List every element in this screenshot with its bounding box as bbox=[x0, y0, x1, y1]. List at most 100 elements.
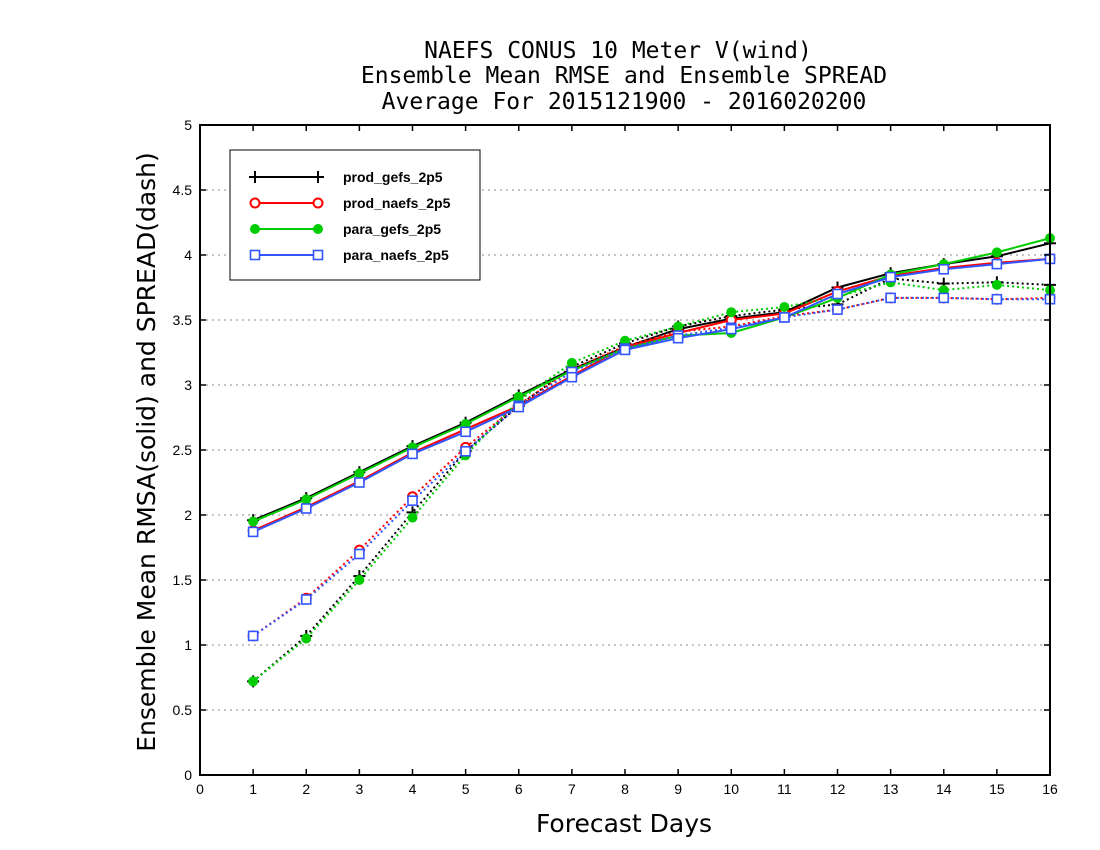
series-para_gefs_2p5 bbox=[248, 233, 1055, 687]
legend-marker bbox=[249, 197, 261, 209]
spread-point bbox=[354, 575, 365, 585]
spread-point bbox=[354, 548, 365, 560]
rmse-point bbox=[247, 526, 259, 538]
spread-point bbox=[832, 304, 843, 315]
series-prod_gefs_2p5 bbox=[247, 237, 1056, 688]
spread-point bbox=[991, 293, 1003, 305]
spread-point bbox=[779, 302, 790, 312]
x-tick-label: 0 bbox=[196, 781, 204, 797]
rmse-point bbox=[354, 477, 365, 488]
rmse-point bbox=[301, 494, 312, 505]
legend: prod_gefs_2p5 prod_naefs_2p5 para_gefs_2p5… bbox=[229, 149, 481, 281]
chart-title: NAEFS CONUS 10 Meter V(wind) Ensemble Me… bbox=[361, 38, 887, 115]
x-tick-label: 16 bbox=[1042, 781, 1058, 797]
title-line-1: NAEFS CONUS 10 Meter V(wind) bbox=[424, 38, 812, 64]
rmse-point bbox=[300, 503, 312, 514]
series-para_naefs_2p5 bbox=[247, 253, 1056, 642]
y-tick-label: 3 bbox=[184, 377, 192, 393]
legend-label: prod_gefs_2p5 bbox=[343, 169, 443, 185]
spread-point bbox=[991, 279, 1002, 290]
spread-point bbox=[885, 292, 896, 304]
y-axis-label: Ensemble Mean RMSA(solid) and SPREAD(das… bbox=[132, 152, 161, 752]
y-tick-label: 2.5 bbox=[173, 442, 193, 458]
rmse-line bbox=[252, 242, 1051, 522]
x-tick-label: 9 bbox=[674, 781, 682, 797]
gridlines bbox=[200, 189, 1050, 711]
rmse-line bbox=[252, 257, 1051, 533]
rmse-line bbox=[252, 257, 1051, 532]
x-tick-label: 2 bbox=[302, 781, 310, 797]
rmse-point bbox=[991, 258, 1003, 270]
x-axis-label: Forecast Days bbox=[536, 809, 712, 838]
y-tick-label: 5 bbox=[184, 117, 192, 133]
rmse-point bbox=[885, 271, 896, 283]
rmse-point bbox=[407, 448, 418, 460]
legend-marker bbox=[312, 171, 324, 183]
x-tick-label: 11 bbox=[777, 781, 792, 797]
x-tick-label: 13 bbox=[883, 781, 899, 797]
spread-point bbox=[938, 292, 950, 304]
rmse-point bbox=[566, 371, 578, 383]
title-line-2: Ensemble Mean RMSE and Ensemble SPREAD bbox=[361, 63, 887, 89]
legend-marker bbox=[249, 249, 261, 261]
legend-box bbox=[229, 149, 481, 281]
y-tick-label: 4 bbox=[184, 247, 192, 263]
y-tick-label: 0 bbox=[184, 767, 192, 783]
legend-label: para_gefs_2p5 bbox=[343, 221, 441, 237]
y-tick-label: 1 bbox=[184, 637, 192, 653]
y-tick-label: 1.5 bbox=[173, 572, 193, 588]
rmse-point bbox=[779, 312, 790, 323]
x-tick-label: 15 bbox=[989, 781, 1005, 797]
rmse-point bbox=[513, 401, 525, 413]
y-tick-label: 2 bbox=[184, 507, 192, 523]
y-tick-label: 0.5 bbox=[173, 702, 193, 718]
legend-marker bbox=[249, 171, 261, 183]
legend-entry-prod_naefs_2p5: prod_naefs_2p5 bbox=[249, 195, 451, 211]
x-tick-label: 1 bbox=[249, 781, 257, 797]
x-tick-label: 4 bbox=[409, 781, 417, 797]
rmse-point bbox=[513, 391, 524, 402]
spread-point bbox=[673, 321, 684, 332]
legend-marker bbox=[313, 224, 323, 234]
rmse-point bbox=[991, 247, 1002, 258]
legend-marker bbox=[312, 249, 324, 261]
rmse-point bbox=[460, 426, 471, 438]
rmse-point bbox=[938, 263, 950, 275]
spread-point bbox=[407, 495, 418, 507]
x-tick-label: 8 bbox=[621, 781, 629, 797]
title-line-3: Average For 2015121900 - 2016020200 bbox=[382, 89, 867, 115]
rmse-point bbox=[672, 332, 684, 344]
spread-point bbox=[248, 676, 259, 687]
spread-point bbox=[300, 594, 312, 605]
x-tick-label: 7 bbox=[568, 781, 576, 797]
series-prod_naefs_2p5 bbox=[247, 253, 1056, 642]
legend-label: para_naefs_2p5 bbox=[343, 247, 449, 263]
legend-label: prod_naefs_2p5 bbox=[343, 195, 451, 211]
spread-point bbox=[726, 307, 737, 318]
legend-entry-para_gefs_2p5: para_gefs_2p5 bbox=[250, 221, 441, 237]
x-tick-label: 5 bbox=[462, 781, 470, 797]
legend-entry-prod_gefs_2p5: prod_gefs_2p5 bbox=[249, 169, 443, 185]
y-tick-label: 4.5 bbox=[173, 182, 193, 198]
spread-point bbox=[407, 512, 418, 523]
legend-marker bbox=[250, 224, 260, 234]
spread-point bbox=[460, 445, 471, 457]
data-series bbox=[247, 233, 1056, 688]
spread-line bbox=[252, 296, 1050, 637]
x-tick-label: 14 bbox=[936, 781, 952, 797]
x-tick-label: 10 bbox=[723, 781, 739, 797]
spread-line bbox=[252, 277, 1051, 683]
x-tick-label: 3 bbox=[355, 781, 363, 797]
rmse-point bbox=[832, 288, 843, 300]
legend-entry-para_naefs_2p5: para_naefs_2p5 bbox=[249, 247, 449, 263]
rmse-point bbox=[354, 468, 365, 479]
spread-point bbox=[301, 633, 312, 644]
rmse-point bbox=[619, 344, 631, 356]
x-tick-label: 6 bbox=[515, 781, 523, 797]
axis-ticks: 00.511.522.533.544.550 1 2 3 4 5 6 7 8 9 10 11 12 13 1… bbox=[173, 117, 1058, 797]
rmse-point bbox=[248, 516, 259, 527]
rmse-point bbox=[725, 323, 737, 335]
legend-marker bbox=[312, 197, 324, 209]
